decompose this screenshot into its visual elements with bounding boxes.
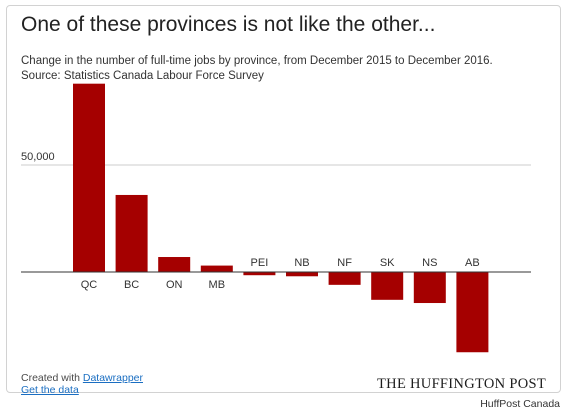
bar-qc [73,83,105,273]
category-label-mb: MB [209,279,226,291]
category-label-nb: NB [294,257,309,269]
chart-title: One of these provinces is not like the o… [21,13,436,36]
created-with-label: Created with [21,372,83,384]
chart-card: One of these provinces is not like the o… [6,5,561,396]
category-label-ab: AB [465,257,480,269]
subtitle-description: Change in the number of full-time jobs b… [21,55,493,67]
bar-nb [286,272,318,277]
footer-attribution: Created with Datawrapper Get the data [21,372,143,396]
bar-ab [456,272,489,353]
category-label-pei: PEI [251,257,269,269]
bar-pei [243,272,276,276]
category-label-qc: QC [81,279,98,291]
category-label-sk: SK [380,257,395,269]
bar-ns [413,272,446,304]
datawrapper-link[interactable]: Datawrapper [82,372,143,384]
subtitle-source: Source: Statistics Canada Labour Force S… [21,70,264,82]
category-label-ns: NS [422,257,437,269]
photo-credit: HuffPost Canada [480,398,560,410]
category-label-on: ON [166,279,183,291]
bar-chart: 50,000 QC BC ON MB PEI NB NF SK NS AB [21,83,531,353]
category-label-nf: NF [337,257,352,269]
category-label-bc: BC [124,279,139,291]
bar-mb [200,265,233,272]
bar-nf [328,272,361,285]
y-tick-label: 50,000 [21,151,55,163]
bar-sk [371,272,404,300]
get-the-data-link[interactable]: Get the data [21,384,79,396]
chart-subtitle: Change in the number of full-time jobs b… [21,54,493,84]
bar-on [158,257,191,272]
huffington-post-logo: THE HUFFINGTON POST [377,376,546,392]
bar-bc [115,194,148,272]
